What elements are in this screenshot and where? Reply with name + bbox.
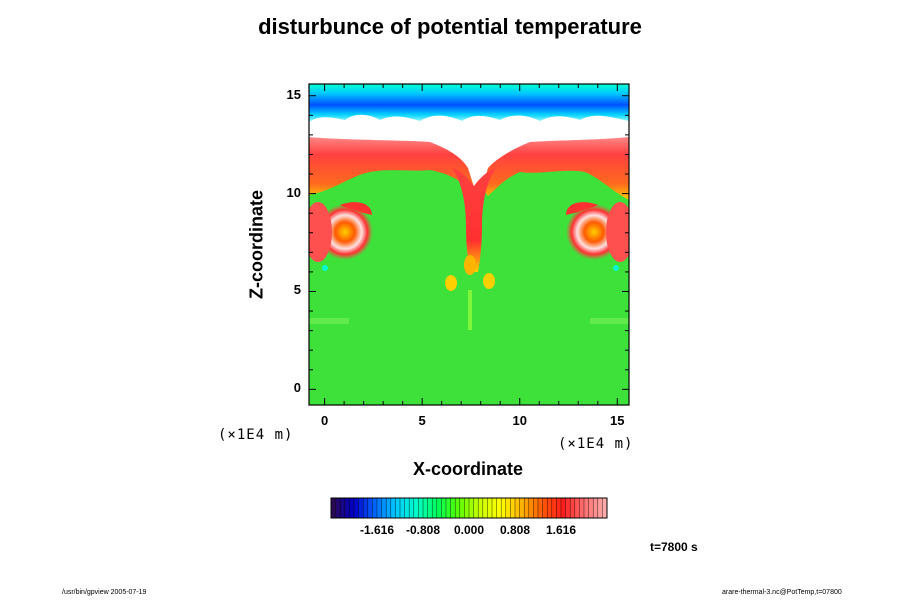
plot-frame: [308, 83, 630, 406]
colorbar-cell: [515, 498, 520, 518]
colorbar-cell: [340, 498, 346, 518]
plume-tip-right: [483, 273, 495, 289]
cold-layer-bumps: [309, 114, 629, 126]
colorbar-cell: [459, 498, 465, 518]
footer-right: arare-thermal-3.nc@PotTemp,t=07800: [722, 589, 842, 596]
y-tick-label: 15: [286, 86, 301, 102]
colorbar-cell: [450, 498, 456, 518]
colorbar-cell: [519, 498, 525, 518]
white-band: [309, 118, 629, 190]
colorbar-cell: [344, 498, 350, 518]
colorbar-cell: [386, 498, 392, 518]
colorbar: [330, 497, 608, 519]
x-tick-label: 0: [320, 413, 329, 428]
colorbar-cell: [505, 498, 511, 518]
heatmap-field: [309, 84, 629, 405]
x-unit-label: (×1E4 m): [558, 436, 634, 452]
colorbar-cell: [432, 498, 438, 518]
colorbar-tick-label: -0.808: [405, 523, 441, 537]
colorbar-cell: [423, 498, 428, 518]
y-tick-label: 5: [293, 282, 301, 298]
colorbar-cell: [377, 498, 382, 518]
colorbar-frame: [330, 497, 608, 519]
colorbar-cell: [413, 498, 419, 518]
colorbar-tick-label: -1.616: [359, 523, 395, 537]
colorbar-cell: [469, 498, 474, 518]
colorbar-cell: [436, 498, 442, 518]
colorbar-cell: [418, 498, 424, 518]
colorbar-cell: [570, 498, 576, 518]
colorbar-cell: [492, 498, 497, 518]
chart-title: disturbunce of potential temperature: [258, 14, 642, 39]
colorbar-cell: [574, 498, 580, 518]
axis-ticks: [309, 84, 629, 405]
colorbar-cell: [473, 498, 479, 518]
colorbar-tick-label: 1.616: [545, 523, 577, 537]
colorbar-cell: [565, 498, 571, 518]
x-tick-label: 5: [418, 413, 426, 428]
colorbar-cell: [441, 498, 447, 518]
left-vortex: [317, 204, 373, 260]
colorbar-cell: [363, 498, 369, 518]
colorbar-cell: [395, 498, 401, 518]
colorbar-cell: [400, 498, 405, 518]
time-label: t=7800 s: [650, 540, 698, 554]
central-plume: [452, 168, 496, 272]
colorbar-cell: [372, 498, 378, 518]
y-unit-label: (×1E4 m): [218, 427, 294, 443]
colorbar-cell: [381, 498, 387, 518]
colorbar-cell: [584, 498, 589, 518]
colorbar-cell: [528, 498, 534, 518]
colorbar-cell: [556, 498, 562, 518]
colorbar-cell: [478, 498, 484, 518]
colorbar-cell: [579, 498, 585, 518]
colorbar-cell: [496, 498, 502, 518]
colorbar-cell: [349, 498, 355, 518]
colorbar-cell: [602, 498, 608, 518]
colorbar-cell: [542, 498, 548, 518]
colorbar-cell: [597, 498, 603, 518]
colorbar-cell: [551, 498, 557, 518]
colorbar-cell: [331, 498, 336, 518]
y-axis-label: Z-coordinate: [246, 190, 267, 300]
y-tick-label: 10: [286, 184, 301, 200]
colorbar-cell: [446, 498, 451, 518]
colorbar-cell: [335, 498, 341, 518]
footer-left: /usr/bin/gpview 2005-07-19: [62, 589, 147, 596]
colorbar-cell: [482, 498, 488, 518]
colorbar-cell: [533, 498, 539, 518]
colorbar-cell: [501, 498, 507, 518]
colorbar-cell: [404, 498, 410, 518]
x-axis-label: X-coordinate: [412, 459, 523, 479]
colorbar-cell: [538, 498, 543, 518]
colorbar-cell: [427, 498, 433, 518]
colorbar-cell: [487, 498, 493, 518]
colorbar-cell: [547, 498, 553, 518]
colorbar-cell: [358, 498, 364, 518]
colorbar-tick-label: 0.808: [499, 523, 531, 537]
colorbar-cell: [464, 498, 470, 518]
colorbar-cell: [354, 498, 359, 518]
x-tick-label: 10: [512, 413, 527, 428]
colorbar-cell: [561, 498, 566, 518]
colorbar-cell: [390, 498, 396, 518]
colorbar-cell: [593, 498, 599, 518]
x-tick-label: 15: [610, 413, 625, 428]
colorbar-cell: [409, 498, 415, 518]
colorbar-tick-label: 0.000: [453, 523, 485, 537]
plume-tip-left: [445, 275, 457, 291]
colorbar-cell: [367, 498, 373, 518]
colorbar-cell: [455, 498, 461, 518]
y-tick-label: 0: [293, 380, 301, 396]
colorbar-cell: [524, 498, 530, 518]
colorbar-cell: [588, 498, 594, 518]
colorbar-cell: [510, 498, 516, 518]
